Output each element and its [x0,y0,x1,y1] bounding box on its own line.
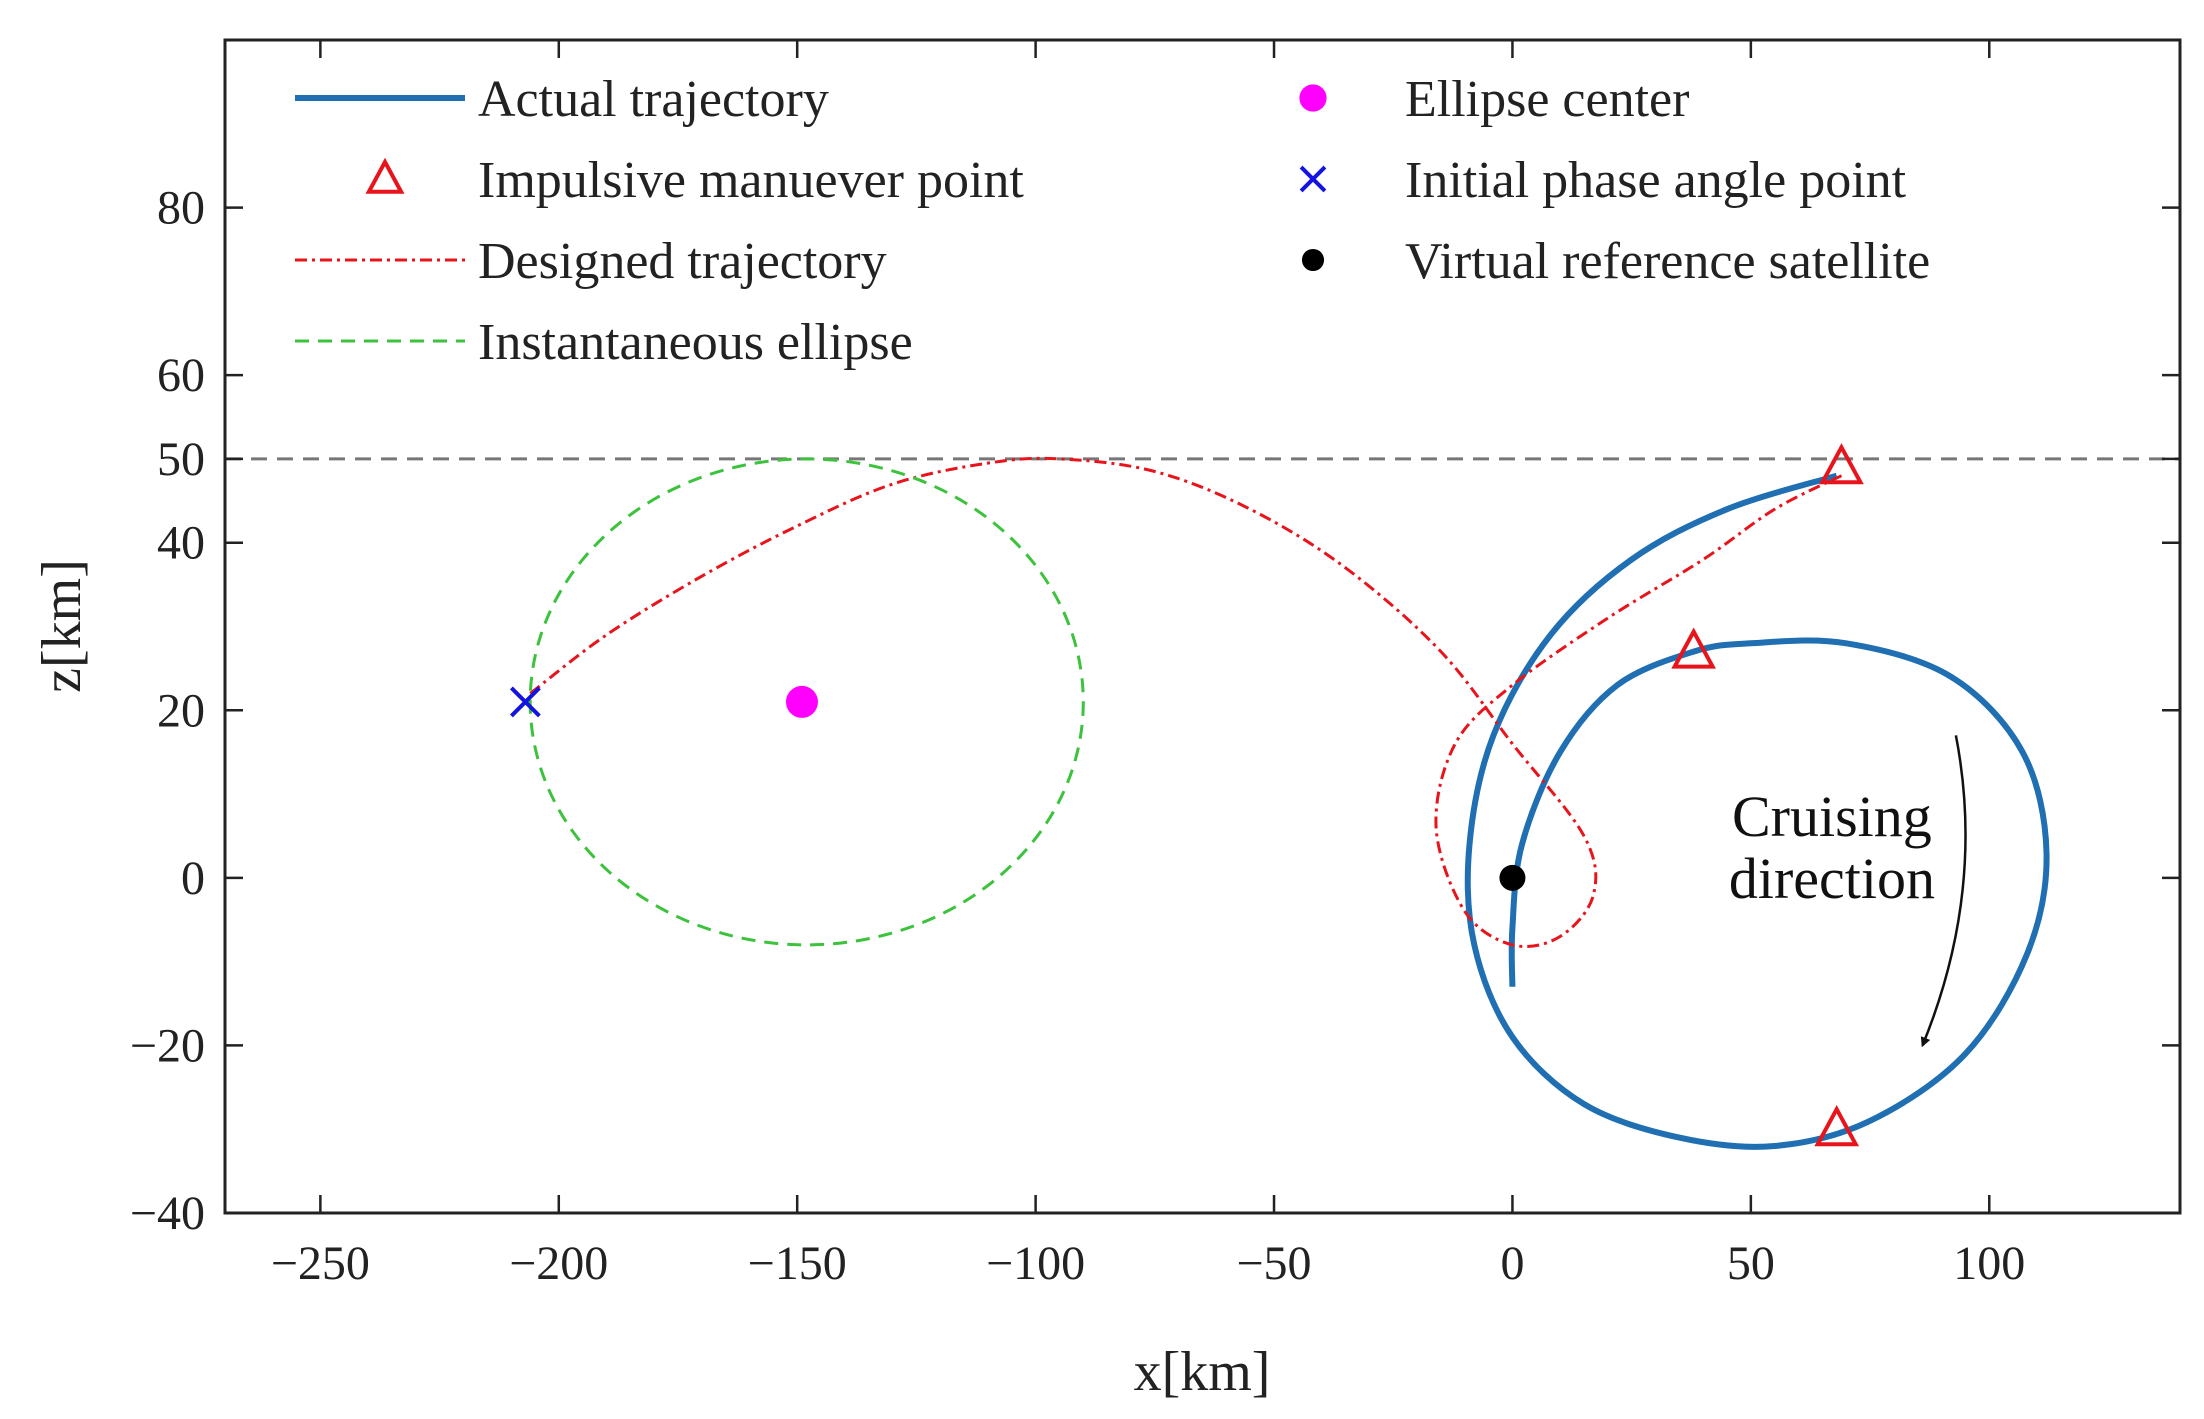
y-tick-label: 20 [157,684,205,737]
impulsive-manuever-point-marker-3 [1814,1105,1860,1147]
x-tick-label: −50 [1236,1237,1311,1290]
x-tick-label: 0 [1500,1237,1524,1290]
y-tick-label: 50 [157,433,205,486]
legend-swatch-virtual-reference-satellite [1301,248,1325,272]
plot-background [225,40,2180,1213]
annotation-line-1: Cruising [1732,784,1932,849]
y-tick-label: −40 [130,1187,205,1240]
x-tick-label: −100 [986,1237,1085,1290]
x-tick-label: −150 [748,1237,847,1290]
series-designed-trajectory [529,456,1843,949]
plot-frame [223,38,2182,1215]
x-tick-label: −250 [271,1237,370,1290]
annotation-line-2: direction [1729,846,1935,911]
initial-phase-angle-point-marker-1 [509,686,541,718]
x-tick-label: 100 [1953,1237,2025,1290]
y-axis-label: z[km] [31,559,93,693]
legend-swatch-impulsive-manuever-point [365,157,405,194]
impulsive-manuever-point-marker-2 [1671,627,1716,669]
x-tick-label: 50 [1727,1237,1775,1290]
virtual-reference-satellite-marker-1 [1499,864,1526,891]
y-tick-label: 80 [157,182,205,235]
legend-label-designed-trajectory: Designed trajectory [478,233,887,290]
series-layer [528,456,2050,1150]
x-ticks: −250 −200 −150 −100 −50 0 50 100 [271,40,2025,1290]
marker-layer [509,443,1864,1147]
series-instantaneous-ellipse [528,457,1085,947]
series-actual-trajectory [1464,472,2050,1150]
y-tick-label: 40 [157,517,205,570]
legend-label-actual-trajectory: Actual trajectory [478,71,829,128]
legend-label-impulsive-manuever-point: Impulsive manuever point [478,152,1024,209]
legend-label-instantaneous-ellipse: Instantaneous ellipse [478,314,913,371]
legend-label-initial-phase-angle-point: Initial phase angle point [1405,152,1907,209]
legend: Actual trajectory Impulsive manuever poin… [295,71,1930,371]
y-tick-label: −20 [130,1019,205,1072]
impulsive-manuever-point-marker-1 [1819,443,1864,485]
y-tick-label: 60 [157,349,205,402]
ellipse-center-marker-1 [785,685,818,718]
annotation-arrow [1920,735,1967,1048]
x-axis-label: x[km] [1134,1341,1271,1403]
legend-label-virtual-reference-satellite: Virtual reference satellite [1405,233,1930,290]
y-ticks: −40 −20 0 20 40 50 60 80 [130,182,2180,1240]
legend-swatch-ellipse-center [1299,84,1327,112]
x-tick-label: −200 [509,1237,608,1290]
y-tick-label: 0 [181,852,205,905]
legend-swatch-initial-phase-angle-point [1299,165,1327,193]
legend-label-ellipse-center: Ellipse center [1405,71,1689,128]
